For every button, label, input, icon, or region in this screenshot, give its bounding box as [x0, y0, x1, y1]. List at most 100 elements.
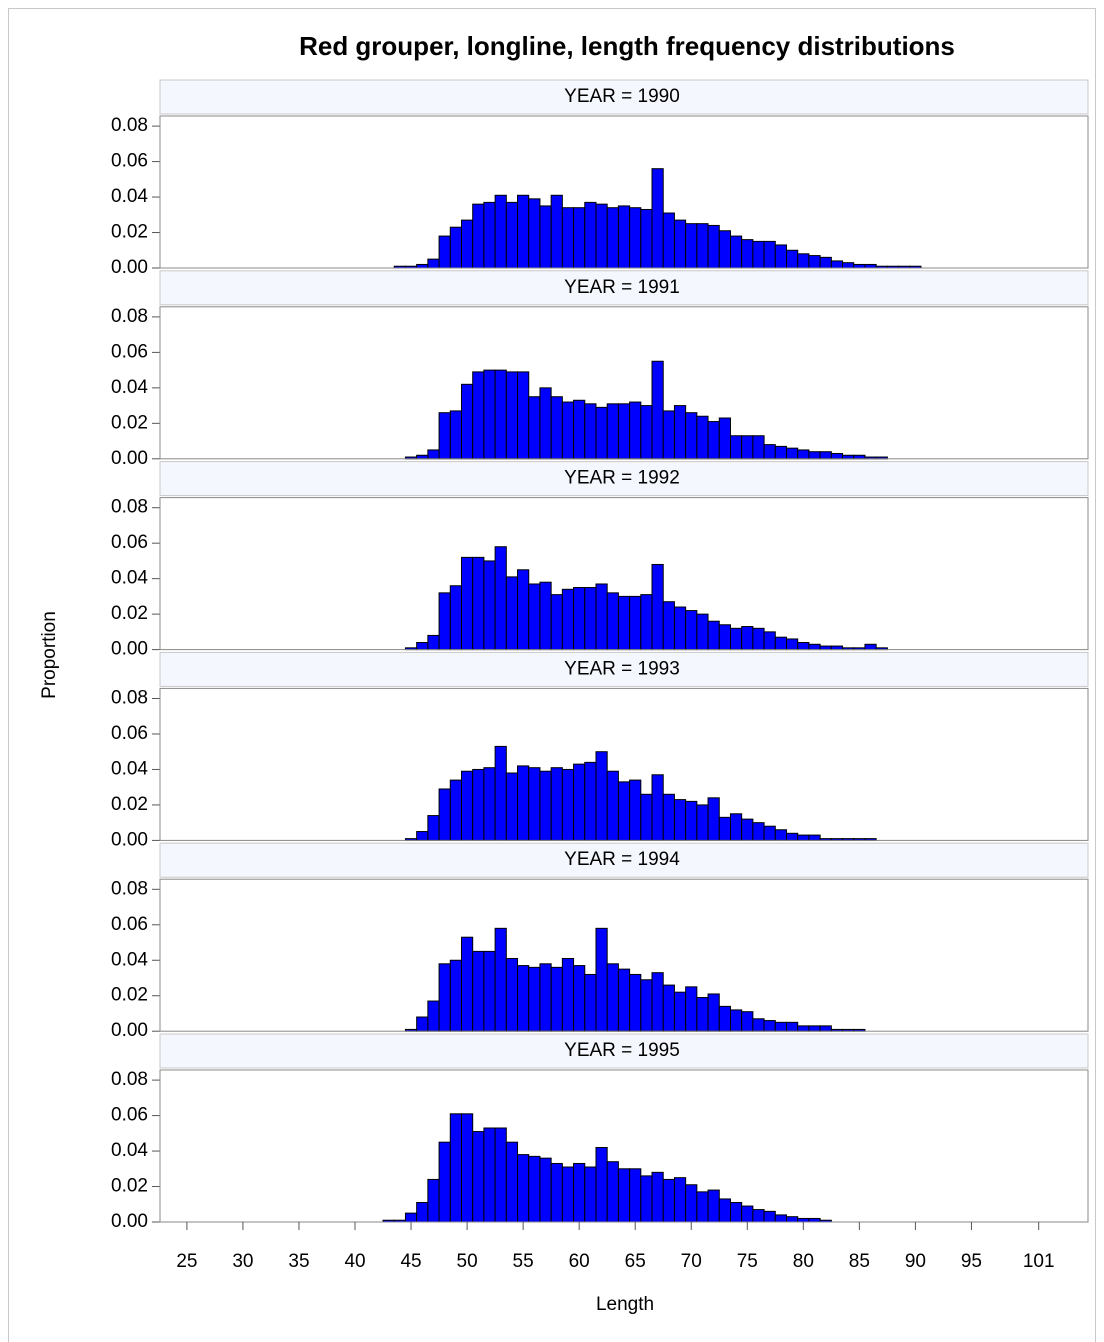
bar — [629, 207, 642, 269]
bar — [696, 1191, 709, 1223]
bar — [528, 583, 541, 651]
bar — [550, 966, 563, 1032]
panel-header — [159, 461, 1089, 497]
plot-frame — [159, 1069, 1089, 1223]
bar — [808, 834, 821, 841]
bar — [427, 634, 440, 651]
bar — [629, 595, 642, 651]
plot-frame — [159, 497, 1089, 651]
y-tick-label: 0.04 — [111, 186, 148, 207]
bar — [864, 643, 877, 651]
plot-frame — [159, 878, 1089, 1032]
bar — [741, 435, 754, 460]
panel-header — [159, 1033, 1089, 1069]
bar — [472, 203, 485, 269]
bar — [472, 768, 485, 841]
y-tick-label: 0.06 — [111, 1105, 148, 1126]
bar — [606, 770, 619, 841]
bar — [617, 968, 631, 1032]
bar — [808, 451, 821, 460]
bar — [427, 258, 440, 269]
bar — [752, 822, 765, 841]
x-tick-label: 70 — [681, 1251, 702, 1272]
chart-frame — [8, 8, 1096, 1342]
bar — [707, 620, 720, 651]
x-tick-label: 40 — [344, 1251, 365, 1272]
bar — [550, 194, 563, 269]
bar — [707, 993, 720, 1032]
bar — [438, 963, 451, 1032]
bar — [662, 984, 675, 1032]
bar — [517, 1154, 530, 1223]
bar — [808, 1217, 821, 1223]
bar — [797, 1025, 810, 1032]
bar — [830, 645, 844, 651]
bar — [584, 1166, 597, 1223]
bar — [651, 1171, 664, 1223]
bar — [449, 959, 462, 1032]
bar — [584, 403, 597, 460]
bar — [505, 772, 519, 841]
bar — [729, 813, 743, 841]
bar — [662, 1178, 675, 1223]
bar — [472, 371, 485, 460]
bar — [685, 1184, 698, 1223]
bar — [640, 208, 653, 269]
bar — [505, 1141, 519, 1223]
bar — [696, 997, 709, 1032]
bar — [595, 583, 608, 651]
bar — [460, 1113, 474, 1223]
panel-label: YEAR = 1993 — [564, 658, 680, 679]
y-tick-label: 0.08 — [111, 306, 148, 327]
bar — [404, 1212, 418, 1223]
bar — [483, 950, 496, 1032]
bar — [539, 770, 552, 841]
bar — [763, 631, 776, 651]
y-tick-label: 0.04 — [111, 568, 148, 589]
bar — [640, 979, 653, 1032]
bar — [696, 415, 709, 460]
bar — [673, 405, 687, 460]
bar — [786, 1216, 799, 1223]
bar — [853, 454, 866, 460]
bar — [651, 360, 664, 460]
bar — [584, 587, 597, 651]
bar — [651, 972, 664, 1032]
bar — [483, 369, 496, 460]
bar — [416, 454, 429, 460]
bar — [584, 761, 597, 841]
bar — [573, 965, 586, 1032]
bar — [494, 927, 507, 1032]
y-tick-label: 0.08 — [111, 1069, 148, 1090]
bar — [685, 610, 698, 651]
bar — [819, 451, 832, 460]
bar — [774, 244, 788, 269]
bar — [797, 834, 810, 841]
bar — [819, 645, 832, 651]
panel-label: YEAR = 1991 — [564, 277, 680, 298]
bar — [741, 239, 754, 269]
bar — [763, 825, 776, 841]
bar — [416, 263, 429, 269]
plot-frame — [159, 115, 1089, 269]
y-tick-label: 0.02 — [111, 985, 148, 1006]
bar — [673, 799, 687, 841]
bar — [842, 262, 855, 269]
y-tick-label: 0.08 — [111, 688, 148, 709]
bar — [539, 1157, 552, 1223]
bar — [528, 767, 541, 841]
bar — [651, 168, 664, 269]
bar — [449, 410, 462, 460]
bar — [494, 194, 507, 269]
bar — [427, 449, 440, 460]
bar — [550, 396, 563, 460]
panel-label: YEAR = 1995 — [564, 1040, 680, 1061]
bar — [718, 624, 731, 651]
y-tick-label: 0.04 — [111, 949, 148, 970]
bar — [539, 963, 552, 1032]
bar — [561, 1166, 575, 1223]
plot-frame — [159, 687, 1089, 841]
x-tick-label: 50 — [457, 1251, 478, 1272]
x-tick-label: 85 — [849, 1251, 870, 1272]
